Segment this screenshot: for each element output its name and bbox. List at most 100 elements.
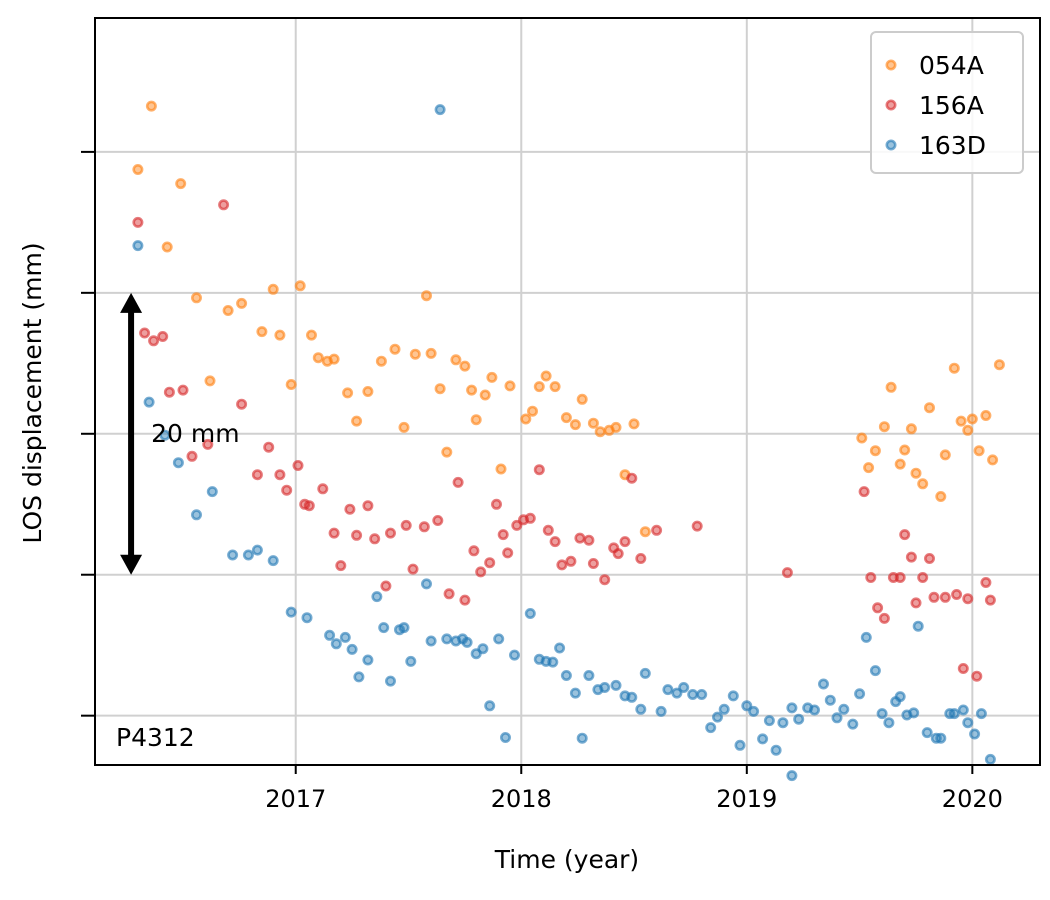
data-point-163D — [711, 711, 723, 723]
data-point-054A — [362, 385, 374, 397]
data-point-156A — [432, 514, 444, 526]
data-point-163D — [405, 655, 417, 667]
data-point-163D — [793, 713, 805, 725]
data-point-054A — [878, 421, 890, 433]
data-point-163D — [547, 656, 559, 668]
data-point-156A — [951, 588, 963, 600]
data-point-054A — [856, 432, 868, 444]
data-point-054A — [980, 409, 992, 421]
data-point-163D — [962, 717, 974, 729]
data-point-163D — [662, 684, 674, 696]
data-point-163D — [838, 703, 850, 715]
data-point-163D — [741, 700, 753, 712]
data-point-156A — [910, 597, 922, 609]
data-point-163D — [560, 669, 572, 681]
data-point-163D — [817, 678, 829, 690]
data-point-163D — [696, 688, 708, 700]
data-point-163D — [599, 681, 611, 693]
data-point-054A — [312, 352, 324, 364]
data-point-054A — [342, 387, 354, 399]
data-point-054A — [594, 426, 606, 438]
data-point-156A — [899, 529, 911, 541]
data-point-163D — [227, 549, 239, 561]
data-point-156A — [384, 527, 396, 539]
data-points — [132, 100, 1005, 782]
y-axis-label: LOS displacement (mm) — [18, 242, 47, 543]
data-point-163D — [206, 486, 218, 498]
data-point-163D — [786, 770, 798, 782]
data-point-163D — [921, 727, 933, 739]
data-point-054A — [328, 353, 340, 365]
data-point-054A — [285, 378, 297, 390]
data-point-054A — [305, 329, 317, 341]
data-point-163D — [524, 607, 536, 619]
data-point-156A — [511, 519, 523, 531]
legend-label-156A: 156A — [919, 91, 984, 120]
data-point-156A — [362, 500, 374, 512]
legend-marker-156A — [885, 99, 897, 111]
scale-arrow-head-top — [120, 292, 143, 313]
data-point-156A — [344, 503, 356, 515]
data-point-156A — [186, 450, 198, 462]
data-point-054A — [610, 421, 622, 433]
data-point-054A — [398, 421, 410, 433]
data-point-163D — [330, 638, 342, 650]
data-point-163D — [132, 240, 144, 252]
data-point-156A — [984, 594, 996, 606]
data-point-163D — [301, 612, 313, 624]
data-point-163D — [285, 606, 297, 618]
data-point-156A — [400, 519, 412, 531]
data-point-054A — [869, 445, 881, 457]
data-point-156A — [599, 574, 611, 586]
data-point-054A — [894, 458, 906, 470]
data-point-156A — [781, 567, 793, 579]
data-point-156A — [928, 591, 940, 603]
data-point-054A — [495, 463, 507, 475]
data-point-163D — [854, 688, 866, 700]
data-point-156A — [328, 527, 340, 539]
data-point-163D — [143, 396, 155, 408]
data-point-054A — [526, 405, 538, 417]
data-point-156A — [878, 612, 890, 624]
data-point-054A — [425, 347, 437, 359]
data-point-054A — [899, 444, 911, 456]
data-point-054A — [962, 424, 974, 436]
data-point-054A — [175, 178, 187, 190]
data-point-156A — [612, 548, 624, 560]
data-point-163D — [508, 649, 520, 661]
data-point-163D — [425, 635, 437, 647]
data-point-156A — [157, 330, 169, 342]
data-point-156A — [490, 498, 502, 510]
legend: 054A 156A 163D — [870, 31, 1024, 174]
data-point-156A — [177, 384, 189, 396]
data-point-163D — [876, 708, 888, 720]
data-point-163D — [576, 732, 588, 744]
data-point-163D — [763, 715, 775, 727]
data-point-156A — [574, 532, 586, 544]
data-point-163D — [159, 429, 171, 441]
data-point-163D — [831, 712, 843, 724]
data-point-163D — [441, 633, 453, 645]
data-point-163D — [734, 739, 746, 751]
data-point-163D — [757, 733, 769, 745]
data-point-156A — [407, 563, 419, 575]
data-point-156A — [351, 529, 363, 541]
data-point-054A — [267, 283, 279, 295]
data-point-156A — [335, 560, 347, 572]
data-point-054A — [132, 164, 144, 176]
data-point-054A — [569, 419, 581, 431]
data-point-163D — [267, 555, 279, 567]
data-point-156A — [263, 441, 275, 453]
data-point-156A — [274, 469, 286, 481]
data-point-156A — [894, 571, 906, 583]
legend-label-054A: 054A — [919, 51, 984, 80]
data-point-163D — [635, 703, 647, 715]
data-point-156A — [533, 464, 545, 476]
data-point-156A — [380, 580, 392, 592]
data-point-163D — [398, 622, 410, 634]
data-point-156A — [317, 483, 329, 495]
data-point-163D — [824, 694, 836, 706]
data-point-156A — [556, 559, 568, 571]
data-point-054A — [923, 402, 935, 414]
